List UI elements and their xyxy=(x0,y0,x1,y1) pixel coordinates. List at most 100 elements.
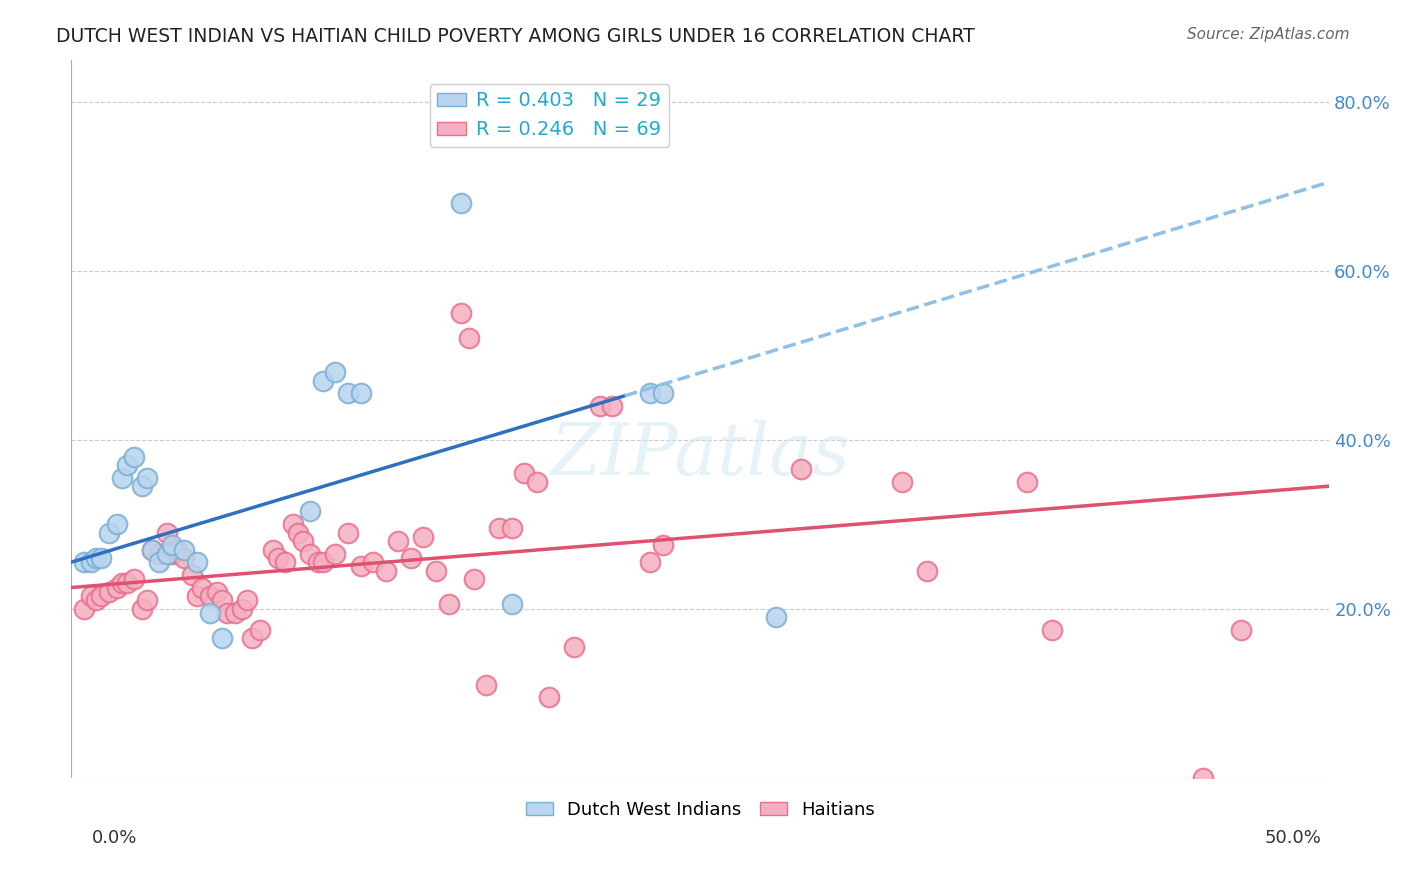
Point xyxy=(173,551,195,566)
Point xyxy=(790,462,813,476)
Point xyxy=(148,547,170,561)
Point xyxy=(122,450,145,464)
Point xyxy=(73,601,96,615)
Point xyxy=(501,598,523,612)
Text: ZIPatlas: ZIPatlas xyxy=(550,419,851,490)
Point xyxy=(651,386,673,401)
Point xyxy=(325,365,347,379)
Point xyxy=(538,690,561,705)
Point xyxy=(148,555,170,569)
Point xyxy=(915,564,938,578)
Point xyxy=(80,589,103,603)
Point xyxy=(274,555,297,569)
Point xyxy=(600,399,623,413)
Point xyxy=(299,504,322,518)
Point xyxy=(526,475,548,489)
Point xyxy=(115,576,138,591)
Point xyxy=(131,601,153,615)
Text: 0.0%: 0.0% xyxy=(91,829,136,847)
Point xyxy=(231,601,253,615)
Point xyxy=(156,525,179,540)
Point xyxy=(122,572,145,586)
Point xyxy=(198,589,221,603)
Point xyxy=(349,559,371,574)
Point xyxy=(211,631,233,645)
Point xyxy=(141,542,163,557)
Point xyxy=(73,555,96,569)
Point xyxy=(90,551,112,566)
Point xyxy=(205,584,228,599)
Point xyxy=(115,458,138,472)
Point xyxy=(236,593,259,607)
Point xyxy=(160,538,183,552)
Point xyxy=(387,534,409,549)
Text: 50.0%: 50.0% xyxy=(1265,829,1322,847)
Point xyxy=(156,547,179,561)
Point xyxy=(86,593,108,607)
Point xyxy=(98,584,121,599)
Point xyxy=(105,581,128,595)
Point xyxy=(1230,623,1253,637)
Point xyxy=(98,525,121,540)
Point xyxy=(181,567,204,582)
Point xyxy=(312,555,335,569)
Point xyxy=(287,525,309,540)
Point xyxy=(90,589,112,603)
Point xyxy=(266,551,288,566)
Point xyxy=(131,479,153,493)
Point xyxy=(211,593,233,607)
Point xyxy=(437,598,460,612)
Point xyxy=(105,517,128,532)
Point xyxy=(425,564,447,578)
Point xyxy=(325,547,347,561)
Point xyxy=(166,542,188,557)
Point xyxy=(765,610,787,624)
Point xyxy=(513,467,536,481)
Point xyxy=(217,606,239,620)
Point xyxy=(135,593,157,607)
Point xyxy=(450,196,472,211)
Point xyxy=(361,555,384,569)
Point xyxy=(173,542,195,557)
Point xyxy=(488,521,510,535)
Point xyxy=(249,623,271,637)
Point xyxy=(110,471,132,485)
Point xyxy=(412,530,434,544)
Point xyxy=(86,551,108,566)
Point xyxy=(564,640,586,654)
Point xyxy=(890,475,912,489)
Point xyxy=(135,471,157,485)
Point xyxy=(160,547,183,561)
Point xyxy=(651,538,673,552)
Point xyxy=(262,542,284,557)
Point xyxy=(337,525,360,540)
Point xyxy=(1042,623,1064,637)
Point xyxy=(638,555,661,569)
Point xyxy=(80,555,103,569)
Point xyxy=(312,374,335,388)
Point xyxy=(224,606,246,620)
Text: Source: ZipAtlas.com: Source: ZipAtlas.com xyxy=(1187,27,1350,42)
Point xyxy=(186,589,208,603)
Point xyxy=(463,572,485,586)
Point xyxy=(349,386,371,401)
Point xyxy=(307,555,329,569)
Point xyxy=(291,534,314,549)
Point xyxy=(242,631,264,645)
Point xyxy=(337,386,360,401)
Text: DUTCH WEST INDIAN VS HAITIAN CHILD POVERTY AMONG GIRLS UNDER 16 CORRELATION CHAR: DUTCH WEST INDIAN VS HAITIAN CHILD POVER… xyxy=(56,27,974,45)
Point xyxy=(638,386,661,401)
Point xyxy=(457,331,479,345)
Point xyxy=(186,555,208,569)
Point xyxy=(450,306,472,320)
Point xyxy=(191,581,214,595)
Point xyxy=(198,606,221,620)
Point xyxy=(475,678,498,692)
Point xyxy=(1017,475,1039,489)
Point xyxy=(501,521,523,535)
Legend: Dutch West Indians, Haitians: Dutch West Indians, Haitians xyxy=(519,794,882,826)
Point xyxy=(281,517,304,532)
Point xyxy=(374,564,396,578)
Point xyxy=(110,576,132,591)
Point xyxy=(399,551,422,566)
